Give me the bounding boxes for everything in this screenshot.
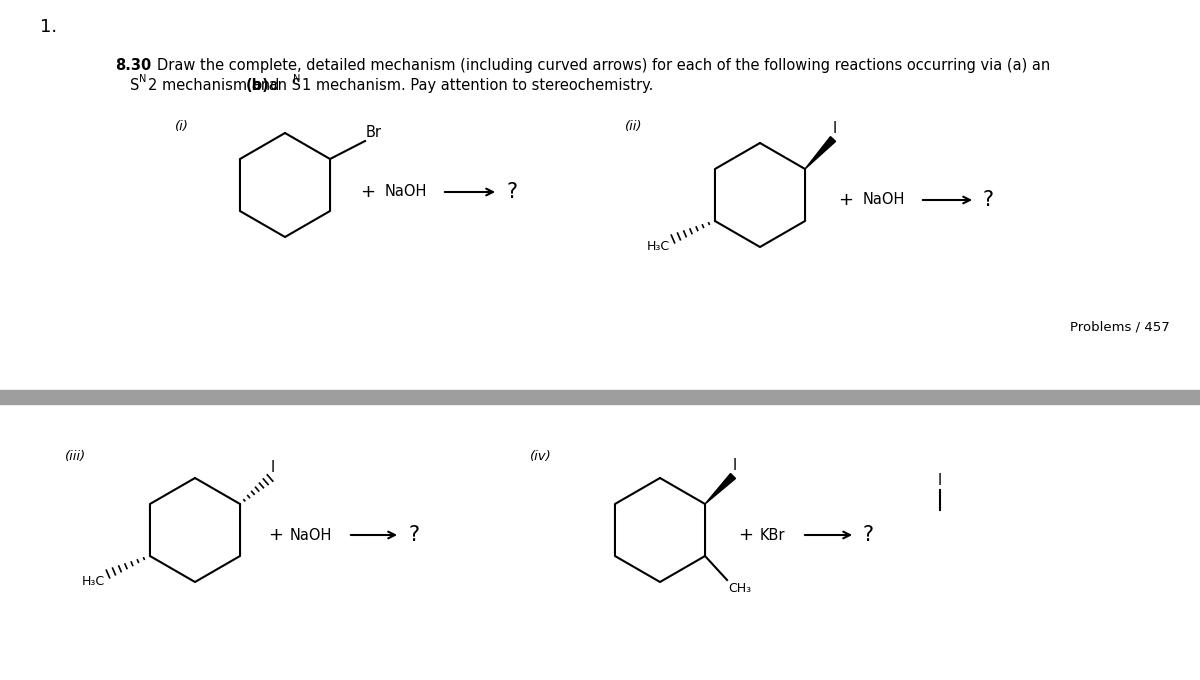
Text: I: I	[938, 473, 942, 488]
Text: N: N	[139, 74, 146, 84]
Text: ?: ?	[862, 525, 874, 545]
Text: (iv): (iv)	[530, 450, 552, 463]
Text: ?: ?	[982, 190, 994, 210]
Text: H₃C: H₃C	[647, 240, 670, 253]
Text: +: +	[268, 526, 283, 544]
Text: an S: an S	[264, 78, 301, 93]
Text: 8.30: 8.30	[115, 58, 151, 73]
Text: 2 mechanism and: 2 mechanism and	[148, 78, 284, 93]
Polygon shape	[706, 473, 736, 504]
Polygon shape	[805, 137, 835, 169]
Text: 1.: 1.	[40, 18, 58, 36]
Text: N: N	[293, 74, 300, 84]
Bar	[0, 390, 1200, 404]
Text: Problems / 457: Problems / 457	[1070, 320, 1170, 333]
Text: NaOH: NaOH	[863, 192, 905, 207]
Text: CH₃: CH₃	[728, 582, 751, 595]
Text: Draw the complete, detailed mechanism (including curved arrows) for each of the : Draw the complete, detailed mechanism (i…	[157, 58, 1050, 73]
Text: +: +	[738, 526, 754, 544]
Text: (iii): (iii)	[65, 450, 86, 463]
Text: I: I	[833, 121, 838, 136]
Text: I: I	[733, 458, 737, 473]
Text: Br: Br	[366, 125, 382, 140]
Text: 1 mechanism. Pay attention to stereochemistry.: 1 mechanism. Pay attention to stereochem…	[302, 78, 653, 93]
Text: (ii): (ii)	[625, 120, 642, 133]
Text: (i): (i)	[175, 120, 188, 133]
Text: I: I	[271, 460, 275, 475]
Text: NaOH: NaOH	[290, 528, 332, 543]
Text: H₃C: H₃C	[82, 575, 104, 588]
Text: S: S	[130, 78, 139, 93]
Text: ?: ?	[408, 525, 419, 545]
Text: +: +	[360, 183, 374, 201]
Text: NaOH: NaOH	[385, 184, 427, 199]
Text: (b): (b)	[246, 78, 270, 93]
Text: ?: ?	[506, 182, 517, 202]
Text: KBr: KBr	[760, 528, 786, 543]
Text: +: +	[838, 191, 853, 209]
